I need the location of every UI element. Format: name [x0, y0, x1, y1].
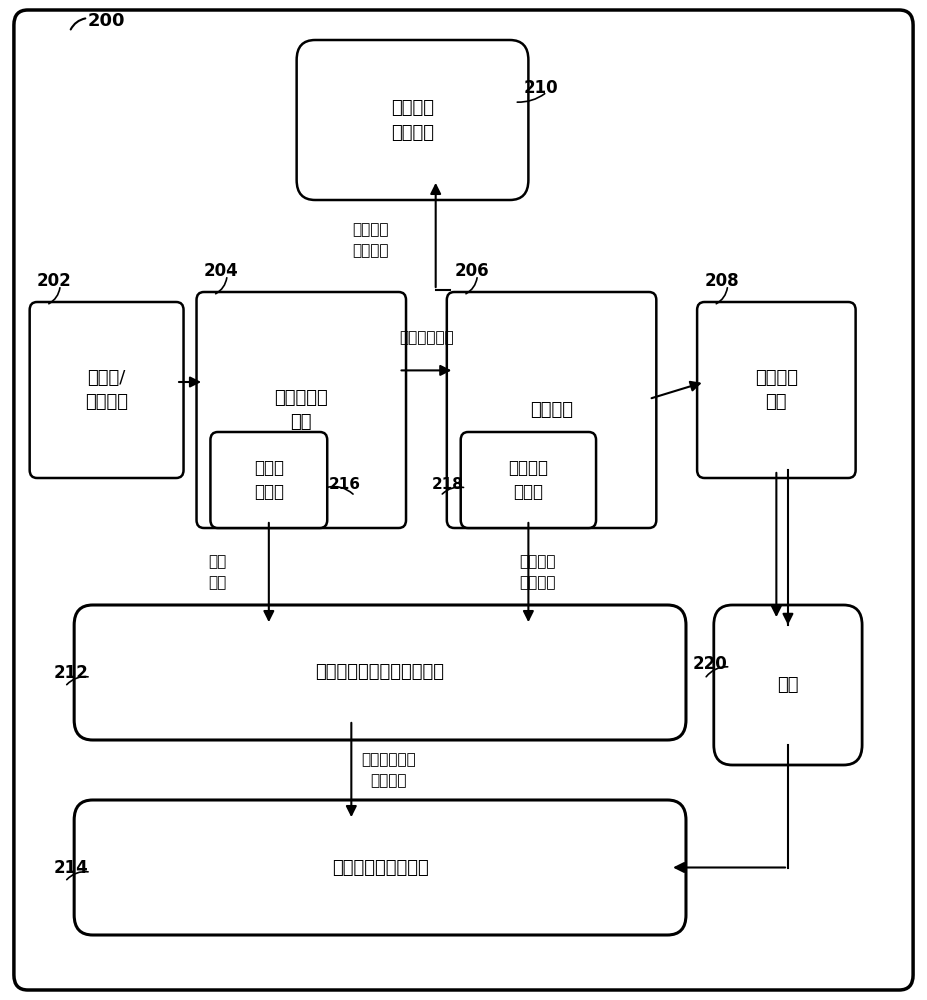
Text: 传感器/
硬件组件: 传感器/ 硬件组件: [85, 368, 128, 412]
Text: 214: 214: [54, 859, 88, 877]
Text: 216: 216: [329, 477, 362, 492]
Text: 虚假用户交互事件检测模块: 虚假用户交互事件检测模块: [315, 664, 445, 682]
Text: 200: 200: [88, 12, 125, 30]
Text: 报告虚假用户
交互事件: 报告虚假用户 交互事件: [361, 752, 416, 788]
Text: 210: 210: [524, 79, 558, 97]
Text: 用户交互
事件信息: 用户交互 事件信息: [519, 554, 556, 590]
Text: 操作系统
仪表化: 操作系统 仪表化: [508, 458, 549, 502]
Text: 日志: 日志: [777, 676, 799, 694]
FancyBboxPatch shape: [697, 302, 856, 478]
Text: 用户交互事件: 用户交互事件: [399, 330, 454, 345]
Text: 虚假用户
交互事件: 虚假用户 交互事件: [352, 222, 389, 258]
Text: 202: 202: [37, 272, 71, 290]
Text: 装置驱动器
模块: 装置驱动器 模块: [274, 388, 328, 432]
FancyBboxPatch shape: [461, 432, 596, 528]
Text: 218: 218: [432, 477, 464, 492]
Text: 基于行为的安全模块: 基于行为的安全模块: [332, 858, 428, 876]
FancyBboxPatch shape: [210, 432, 327, 528]
FancyBboxPatch shape: [197, 292, 406, 528]
Text: 恶意软件
应用程序: 恶意软件 应用程序: [391, 99, 434, 142]
FancyBboxPatch shape: [74, 800, 686, 935]
Text: 操作系统: 操作系统: [530, 401, 573, 419]
FancyBboxPatch shape: [447, 292, 656, 528]
Text: 208: 208: [705, 272, 739, 290]
Text: 204: 204: [204, 262, 238, 280]
Text: 212: 212: [54, 664, 88, 682]
Text: 原始
数据: 原始 数据: [209, 554, 227, 590]
FancyBboxPatch shape: [297, 40, 528, 200]
Text: 220: 220: [693, 655, 728, 673]
FancyBboxPatch shape: [74, 605, 686, 740]
FancyBboxPatch shape: [14, 10, 913, 990]
Text: 驱动器
仪表化: 驱动器 仪表化: [254, 458, 284, 502]
FancyBboxPatch shape: [30, 302, 184, 478]
FancyBboxPatch shape: [714, 605, 862, 765]
Text: 软件应用
程序: 软件应用 程序: [755, 368, 798, 412]
Text: 206: 206: [454, 262, 489, 280]
